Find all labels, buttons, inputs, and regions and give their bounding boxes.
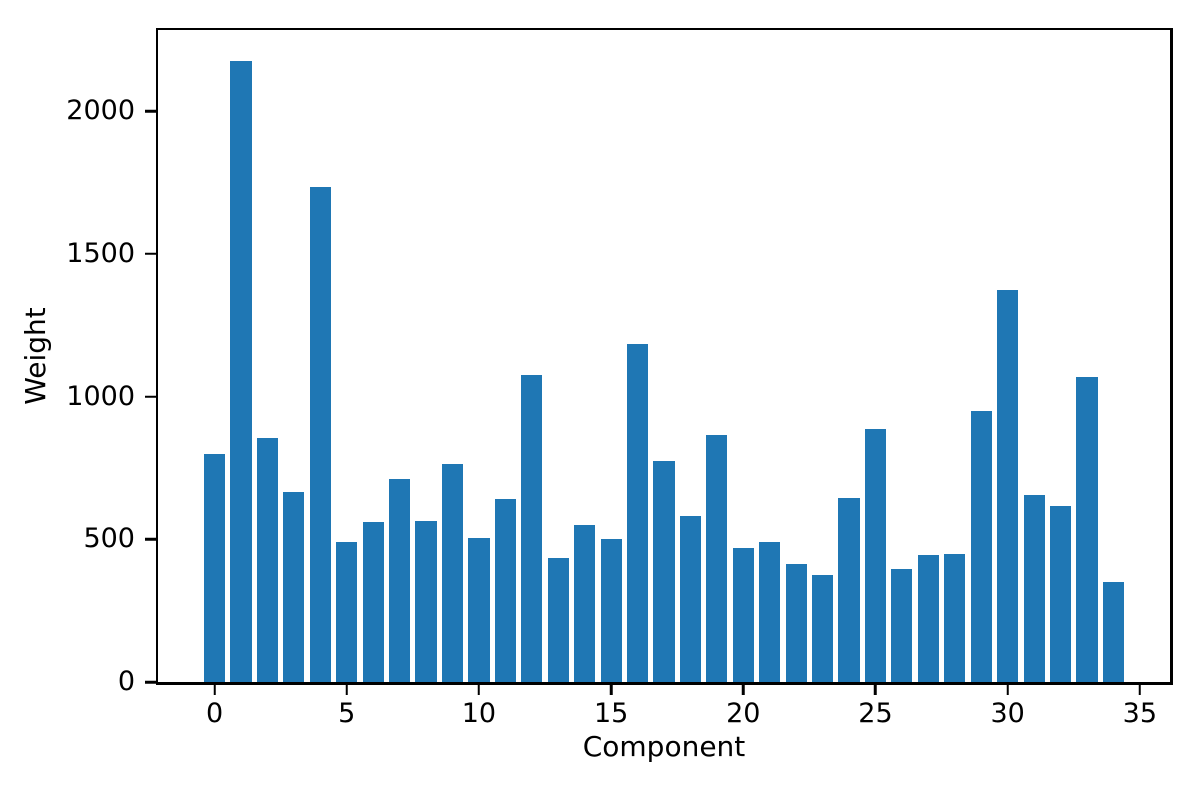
bar-component-21 xyxy=(759,542,781,682)
x-tick-0 xyxy=(213,682,216,695)
x-tick-label-25: 25 xyxy=(858,698,893,729)
bar-component-33 xyxy=(1076,376,1098,682)
x-tick-15 xyxy=(609,682,613,695)
bar-component-18 xyxy=(679,516,701,682)
bar-component-34 xyxy=(1102,582,1124,682)
bar-component-24 xyxy=(838,497,860,682)
bar-component-23 xyxy=(812,574,834,682)
x-tick-25 xyxy=(874,682,877,695)
bar-component-26 xyxy=(891,569,913,682)
bar-component-3 xyxy=(283,492,305,682)
bar-component-0 xyxy=(204,453,226,682)
bar-component-7 xyxy=(389,479,411,682)
x-tick-label-5: 5 xyxy=(338,698,356,729)
y-tick-label-0: 0 xyxy=(117,665,135,697)
x-tick-10 xyxy=(477,682,481,695)
bar-component-20 xyxy=(732,547,754,682)
x-tick-label-20: 20 xyxy=(726,698,761,729)
y-tick-500 xyxy=(145,538,158,541)
bar-component-8 xyxy=(415,520,437,682)
y-tick-label-2000: 2000 xyxy=(66,94,135,126)
bar-component-29 xyxy=(970,410,992,682)
x-tick-label-15: 15 xyxy=(593,698,629,729)
bar-component-28 xyxy=(944,553,966,682)
y-axis-title: Weight xyxy=(19,307,53,405)
bottom-spine xyxy=(155,682,1173,685)
y-tick-0 xyxy=(145,680,158,684)
top-spine xyxy=(155,27,1173,30)
y-tick-1000 xyxy=(145,395,158,398)
bar-component-14 xyxy=(574,525,596,682)
bar-component-10 xyxy=(468,537,490,682)
x-tick-35 xyxy=(1138,682,1142,695)
plot-area: 0 5 10 15 20 25 30 35 0 500 1000 1500 2000 xyxy=(66,27,1173,729)
bar-component-27 xyxy=(917,554,939,682)
y-tick-label-1500: 1500 xyxy=(66,237,135,269)
x-tick-20 xyxy=(742,682,745,695)
bar-component-2 xyxy=(256,437,278,682)
x-tick-label-10: 10 xyxy=(461,698,497,729)
bar-component-25 xyxy=(864,429,887,682)
bar-component-12 xyxy=(521,375,543,682)
y-tick-2000 xyxy=(145,109,158,113)
bar-component-15 xyxy=(600,539,622,682)
y-tick-label-500: 500 xyxy=(83,523,135,555)
bar-component-1 xyxy=(230,61,252,682)
bar-component-31 xyxy=(1023,495,1045,682)
bar-component-30 xyxy=(997,289,1019,682)
bar-component-5 xyxy=(336,542,358,682)
left-spine xyxy=(155,27,158,685)
x-tick-30 xyxy=(1006,682,1009,695)
x-tick-label-35: 35 xyxy=(1122,698,1158,729)
bar-component-9 xyxy=(441,463,464,682)
bar-component-19 xyxy=(706,435,728,682)
bar-component-4 xyxy=(309,186,331,682)
bar-component-16 xyxy=(626,343,649,682)
right-spine xyxy=(1170,27,1173,685)
x-tick-5 xyxy=(345,682,348,695)
bar-component-13 xyxy=(547,557,569,682)
bar-component-11 xyxy=(494,499,516,682)
bar-component-32 xyxy=(1049,506,1072,682)
y-tick-label-1000: 1000 xyxy=(66,380,135,412)
x-tick-label-0: 0 xyxy=(205,698,224,729)
bar-component-17 xyxy=(653,460,675,682)
x-tick-label-30: 30 xyxy=(990,698,1025,729)
bar-component-22 xyxy=(785,563,807,682)
bar-component-6 xyxy=(362,522,384,682)
x-axis-title: Component xyxy=(582,730,746,763)
y-tick-1500 xyxy=(145,252,158,256)
